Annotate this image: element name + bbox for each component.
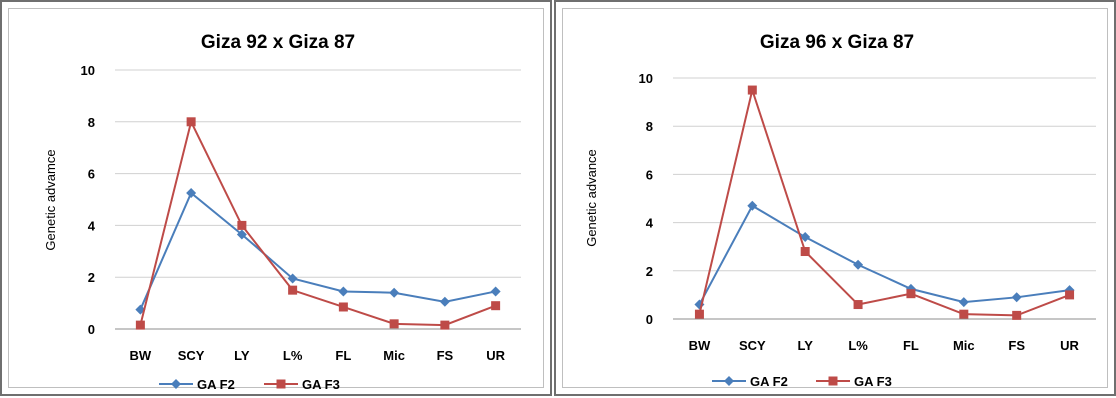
legend-label: GA F3 [302,377,340,392]
x-tick-label: SCY [178,348,205,363]
chart-area-border [8,8,544,388]
data-point [237,220,247,230]
legend-label: GA F3 [854,374,892,389]
x-tick-label: L% [848,338,868,353]
data-point [287,273,298,284]
y-tick-label: 2 [646,264,653,279]
data-point [747,200,758,211]
y-tick-label: 8 [88,115,95,130]
data-point [1065,290,1075,300]
x-tick-label: LY [234,348,250,363]
data-point [490,286,501,297]
data-point [288,285,298,295]
y-tick-label: 4 [88,218,96,233]
chart-panel-right: Giza 96 x Giza 87 0 2 4 6 8 10 Genetic advance B… [554,0,1116,396]
x-tick-label: Mic [383,348,405,363]
x-tick-label: FS [437,348,454,363]
x-tick-label: BW [130,348,152,363]
legend-marker [828,376,838,386]
x-tick-label: FS [1008,338,1025,353]
x-tick-label: FL [335,348,351,363]
data-point [853,259,864,270]
y-axis-label: Genetic advance [584,149,599,247]
legend-marker [171,379,181,389]
x-tick-label: SCY [739,338,766,353]
data-point [800,232,811,243]
data-point [491,301,501,311]
legend-label: GA F2 [750,374,788,389]
data-point [338,302,348,312]
chart-area-border [562,8,1108,388]
y-axis-label: Genetic advamce [43,149,58,250]
y-tick-label: 6 [88,167,95,182]
data-point [1012,310,1022,320]
x-tick-label: BW [689,338,711,353]
y-tick-label: 10 [639,71,653,86]
series-line-ga-f2 [139,191,496,310]
data-point [800,247,810,257]
chart-title: Giza 92 x Giza 87 [201,32,355,53]
data-point [236,229,247,240]
chart-title: Giza 96 x Giza 87 [760,32,914,53]
series-line-ga-f3 [139,118,496,327]
x-tick-label: UR [1060,338,1079,353]
data-point [959,309,969,319]
data-point [186,117,196,127]
data-point [389,319,399,329]
line-chart: Giza 96 x Giza 87 0 2 4 6 8 10 Genetic advance B… [584,32,1096,389]
x-tick-label: UR [486,348,505,363]
y-tick-label: 0 [646,312,653,327]
x-tick-label: FL [903,338,919,353]
data-point [440,320,450,330]
y-tick-label: 8 [646,119,653,134]
data-point [906,289,916,299]
y-tick-label: 0 [88,322,95,337]
series-line-ga-f2 [698,204,1070,306]
data-point [1011,292,1022,303]
y-tick-label: 10 [81,63,95,78]
data-point [439,296,450,307]
series-line-ga-f3 [698,86,1070,317]
y-tick-label: 2 [88,270,95,285]
x-tick-label: LY [797,338,813,353]
data-point [958,297,969,308]
data-point [853,300,863,310]
chart-panel-left: Giza 92 x Giza 87 0 2 4 6 8 10 Genetic advamce B… [0,0,552,396]
data-point [389,287,400,298]
line-chart: Giza 92 x Giza 87 0 2 4 6 8 10 Genetic advamce B… [43,32,521,392]
legend-label: GA F2 [197,377,235,392]
legend-marker [276,379,286,389]
x-tick-label: L% [283,348,303,363]
data-point [186,188,197,199]
data-point [747,85,757,95]
data-point [135,320,145,330]
y-tick-label: 4 [646,216,654,231]
data-point [338,286,349,297]
y-tick-label: 6 [646,167,653,182]
x-tick-label: Mic [953,338,975,353]
legend-marker [724,376,734,386]
data-point [694,309,704,319]
